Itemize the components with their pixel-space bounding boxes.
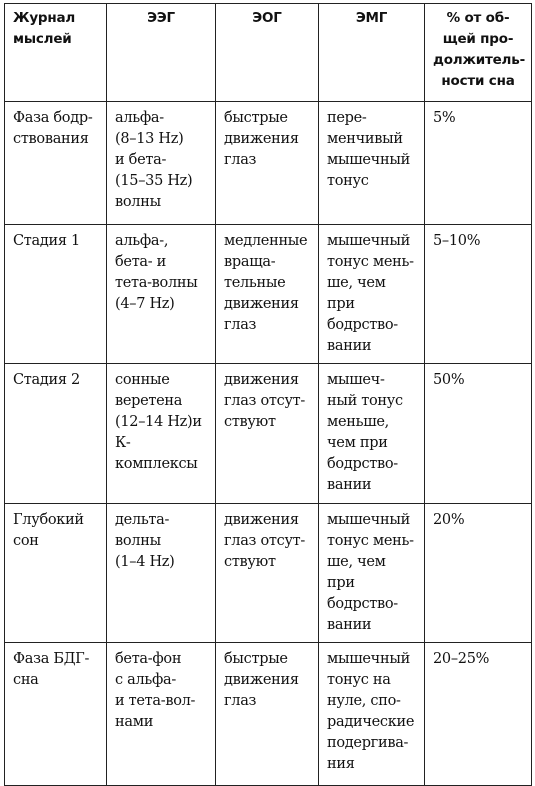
cell-eog: движения глаз отсут- ствуют [215,363,319,504]
header-thought-journal: Журнал мыслей [4,3,107,102]
cell-percent: 5% [424,101,532,225]
cell-emg: мышечный тонус мень- ше, чем при бодрств… [318,224,425,364]
header-percent-of-sleep: % от об- щей про- должитель- ности сна [424,3,532,102]
cell-eog: быстрые движения глаз [215,101,319,225]
cell-eog: быстрые движения глаз [215,642,319,786]
cell-eog: движения глаз отсут- ствуют [215,503,319,643]
cell-phase: Фаза бодр- ствования [4,101,107,225]
cell-percent: 20–25% [424,642,532,786]
header-eog: ЭОГ [215,3,319,102]
cell-percent: 5–10% [424,224,532,364]
cell-eeg: сонные веретена (12–14 Hz)и К-комплексы [106,363,216,504]
header-eeg: ЭЭГ [106,3,216,102]
table-header-row: Журнал мыслей ЭЭГ ЭОГ ЭМГ % от об- щей п… [4,3,532,102]
cell-phase: Фаза БДГ- сна [4,642,107,786]
cell-eeg: дельта- волны (1–4 Hz) [106,503,216,643]
cell-percent: 50% [424,363,532,504]
cell-emg: мышечный тонус мень- ше, чем при бодрств… [318,503,425,643]
cell-phase: Стадия 2 [4,363,107,504]
cell-emg: мышечный тонус на нуле, спо- радические … [318,642,425,786]
header-emg: ЭМГ [318,3,425,102]
table-row: Фаза бодр- ствования альфа- (8–13 Hz) и … [4,101,532,225]
table-row: Глубокий сон дельта- волны (1–4 Hz) движ… [4,503,532,643]
cell-percent: 20% [424,503,532,643]
table-row: Стадия 1 альфа-, бета- и тета-волны (4–7… [4,224,532,364]
cell-phase: Стадия 1 [4,224,107,364]
table-row: Фаза БДГ- сна бета-фон с альфа- и тета-в… [4,642,532,786]
sleep-stages-table: Журнал мыслей ЭЭГ ЭОГ ЭМГ % от об- щей п… [4,3,532,786]
cell-phase: Глубокий сон [4,503,107,643]
cell-eeg: бета-фон с альфа- и тета-вол- нами [106,642,216,786]
cell-eeg: альфа-, бета- и тета-волны (4–7 Hz) [106,224,216,364]
cell-emg: мышеч- ный тонус меньше, чем при бодрств… [318,363,425,504]
cell-eeg: альфа- (8–13 Hz) и бета- (15–35 Hz) волн… [106,101,216,225]
table-row: Стадия 2 сонные веретена (12–14 Hz)и К-к… [4,363,532,504]
cell-emg: пере- менчивый мышечный тонус [318,101,425,225]
cell-eog: медленные враща- тельные движения глаз [215,224,319,364]
